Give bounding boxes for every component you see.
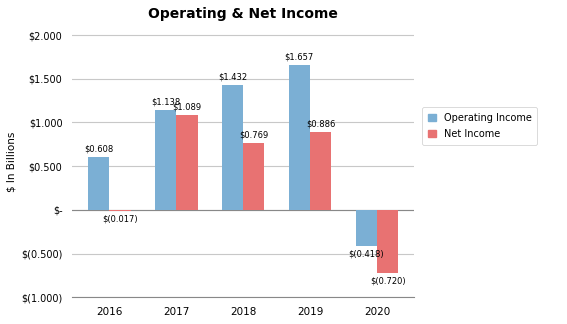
Text: $0.769: $0.769 bbox=[239, 130, 268, 139]
Title: Operating & Net Income: Operating & Net Income bbox=[148, 7, 338, 21]
Legend: Operating Income, Net Income: Operating Income, Net Income bbox=[422, 107, 538, 145]
Text: $1.138: $1.138 bbox=[151, 98, 180, 107]
Bar bbox=[155, 110, 176, 210]
Bar bbox=[243, 143, 264, 210]
Bar bbox=[109, 210, 130, 211]
Bar bbox=[88, 157, 109, 210]
Text: $(0.017): $(0.017) bbox=[102, 215, 138, 224]
Text: $0.608: $0.608 bbox=[84, 144, 113, 153]
Text: $(0.720): $(0.720) bbox=[370, 276, 405, 285]
Text: $(0.418): $(0.418) bbox=[349, 250, 384, 259]
Bar bbox=[356, 210, 377, 247]
Text: $0.886: $0.886 bbox=[306, 120, 336, 129]
Text: $1.657: $1.657 bbox=[285, 52, 314, 62]
Text: $1.089: $1.089 bbox=[172, 102, 201, 111]
Text: $1.432: $1.432 bbox=[218, 72, 247, 81]
Bar bbox=[222, 85, 243, 210]
Bar bbox=[310, 133, 332, 210]
Bar bbox=[176, 115, 197, 210]
Bar bbox=[289, 65, 310, 210]
Y-axis label: $ In Billions: $ In Billions bbox=[7, 132, 17, 192]
Bar bbox=[377, 210, 399, 273]
